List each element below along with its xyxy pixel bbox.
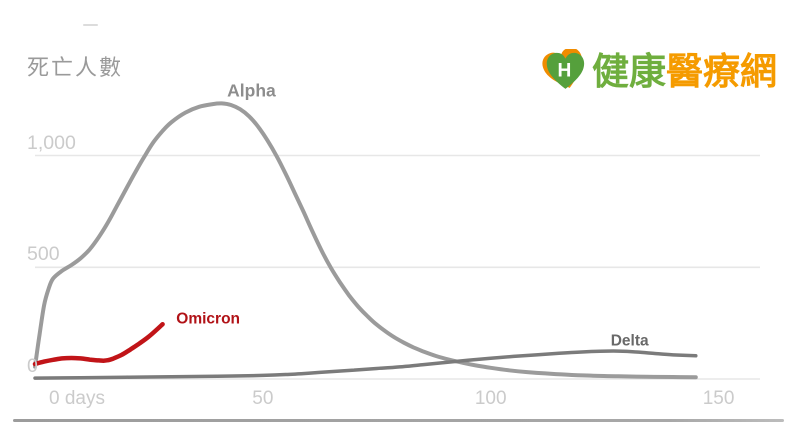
y-tick-label-1000: 1,000 <box>27 131 76 154</box>
alpha-line <box>33 101 698 380</box>
y-axis-title: 死亡人數 <box>27 55 124 80</box>
x-tick-label-0-days: 0 days <box>49 388 105 409</box>
y-tick-label-500: 500 <box>27 243 60 266</box>
x-tick-label-50: 50 <box>252 388 274 409</box>
x-tick-label-150: 150 <box>702 388 735 409</box>
series-label-omicron: Omicron <box>176 310 241 328</box>
series-label-alpha: Alpha <box>227 79 276 100</box>
bottom-separator-line <box>13 419 784 422</box>
brand-text-medical-net: 醫療網 <box>666 50 777 92</box>
x-tick-label-100: 100 <box>474 388 507 409</box>
series-label-delta: Delta <box>610 332 649 350</box>
y-tick-label-0: 0 <box>27 355 38 377</box>
top-dash-decoration <box>83 24 98 26</box>
brand-text-health: 健康 <box>592 50 666 92</box>
heart-h-letter: H <box>558 61 572 82</box>
delta-line <box>33 349 698 380</box>
heart-green-body <box>546 52 585 89</box>
heart-h-icon: H <box>542 49 585 89</box>
brand-logo: H 健康醫療網 <box>541 48 777 94</box>
omicron-line <box>32 321 165 367</box>
